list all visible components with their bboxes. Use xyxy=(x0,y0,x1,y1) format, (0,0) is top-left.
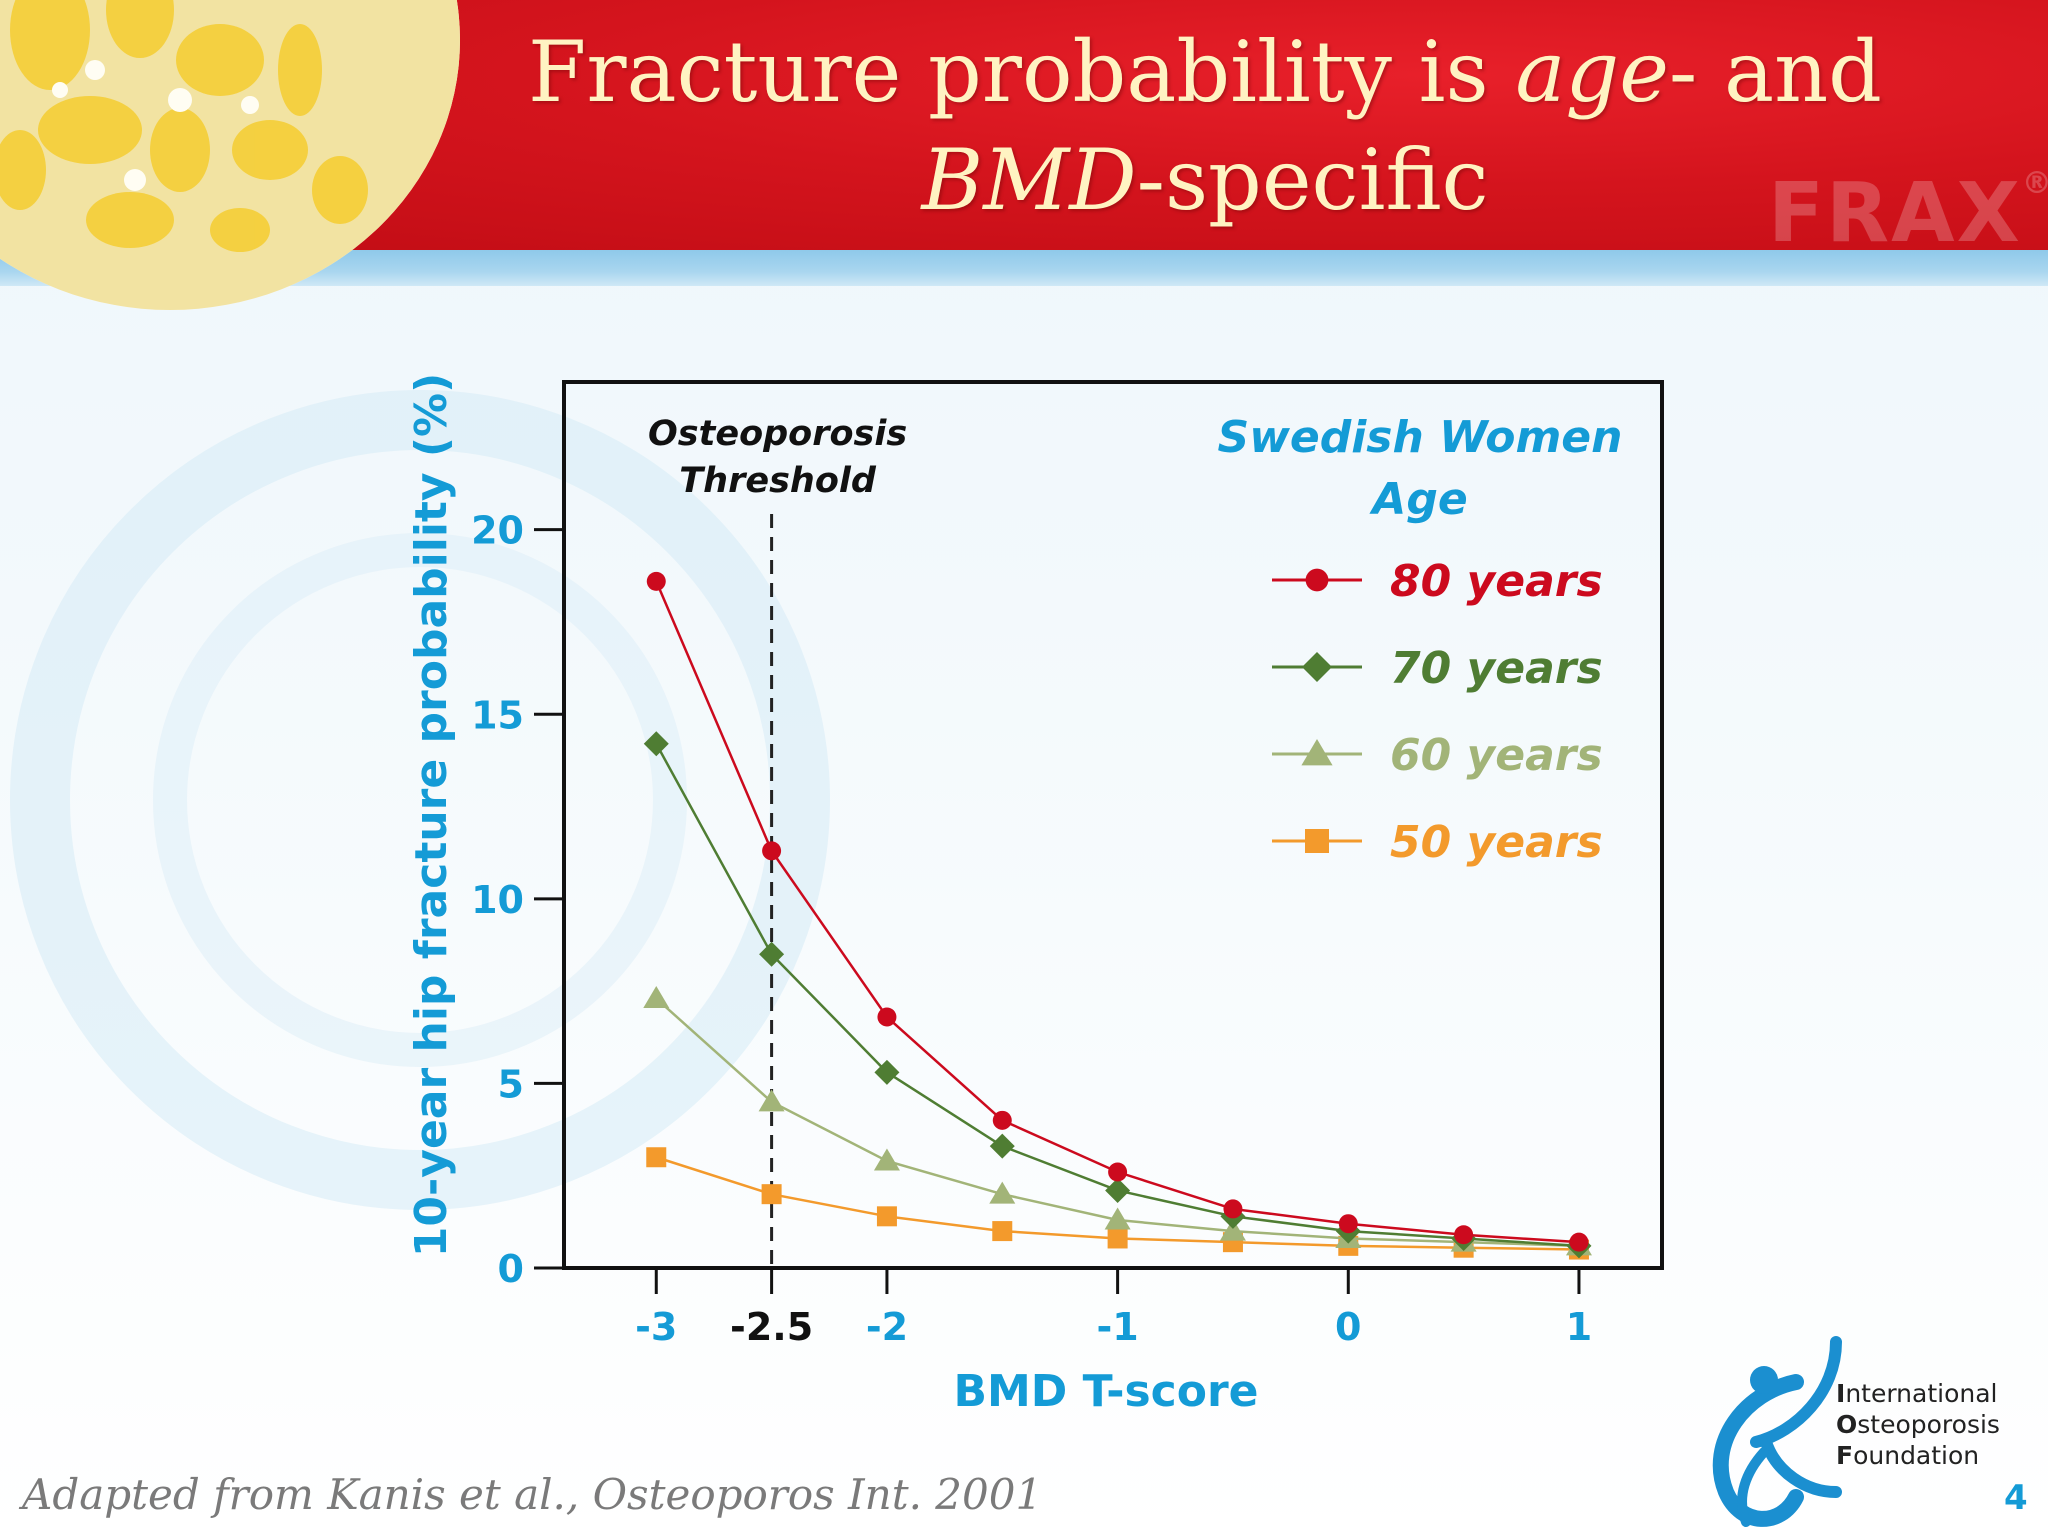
title-line-1: Fracture probability is age- and xyxy=(520,18,1890,126)
logo-word: steoporosis xyxy=(1857,1410,2000,1439)
plot-frame xyxy=(562,380,1664,1270)
data-point xyxy=(646,571,666,591)
legend-label: 80 years xyxy=(1390,556,1603,607)
x-tick-label: -2.5 xyxy=(730,1305,813,1349)
logo-word: oundation xyxy=(1853,1441,1980,1470)
data-point xyxy=(992,1110,1012,1130)
y-axis-title: 10-year hip fracture probability (%) xyxy=(406,373,457,1257)
threshold-label: Threshold xyxy=(679,461,877,501)
iof-logo-icon xyxy=(1712,1336,1842,1527)
logo-line-2: Osteoporosis xyxy=(1836,1409,2000,1440)
data-point xyxy=(761,1184,782,1205)
data-point xyxy=(759,941,785,967)
legend-marker xyxy=(1305,829,1329,853)
data-point xyxy=(874,1059,900,1085)
title-text: Fracture probability is xyxy=(528,23,1516,121)
x-axis-title: BMD T-score xyxy=(953,1366,1258,1417)
background-watermark xyxy=(10,390,830,1210)
page-number: 4 xyxy=(2004,1478,2028,1518)
data-point xyxy=(1454,1225,1474,1245)
legend-label: 70 years xyxy=(1390,643,1603,694)
data-point xyxy=(1338,1214,1358,1234)
series-layer xyxy=(643,571,1592,1260)
legend: Swedish Women Age 80 years 70 years 60 years… xyxy=(1218,412,1623,868)
threshold-annotation: Osteoporosis Threshold xyxy=(648,414,907,1268)
data-point xyxy=(643,986,670,1009)
data-point xyxy=(873,1148,900,1171)
bone-texture-image xyxy=(0,0,460,310)
iof-logo-text: International Osteoporosis Foundation xyxy=(1836,1378,2000,1471)
citation: Adapted from Kanis et al., Osteoporos In… xyxy=(22,1470,1043,1519)
x-tick-label: -3 xyxy=(635,1305,677,1349)
x-tick-label: -1 xyxy=(1097,1305,1139,1349)
data-point xyxy=(1569,1232,1589,1252)
logo-initial: I xyxy=(1836,1379,1846,1408)
data-point xyxy=(1105,1177,1131,1203)
data-point xyxy=(992,1221,1013,1242)
logo-initial: F xyxy=(1836,1441,1854,1470)
frax-text: FRAX xyxy=(1768,166,2022,261)
y-tick-label: 10 xyxy=(471,878,524,922)
y-tick-label: 0 xyxy=(498,1247,524,1291)
series-60-years xyxy=(643,986,1592,1256)
legend-label: 50 years xyxy=(1390,817,1603,868)
data-point xyxy=(643,731,669,757)
y-tick-label: 15 xyxy=(471,693,524,737)
data-point xyxy=(1219,1218,1246,1241)
data-point xyxy=(989,1133,1015,1159)
data-point xyxy=(876,1206,897,1227)
threshold-label: Osteoporosis xyxy=(648,414,907,454)
data-point xyxy=(758,1089,785,1112)
logo-initial: O xyxy=(1836,1410,1858,1439)
y-tick-label: 20 xyxy=(471,509,524,553)
title-italic-age: age xyxy=(1515,23,1669,121)
x-tick-label: 1 xyxy=(1566,1305,1592,1349)
legend-marker xyxy=(1305,568,1329,592)
logo-line-3: Foundation xyxy=(1836,1440,2000,1471)
legend-title: Age xyxy=(1369,474,1467,525)
x-tick-label: 0 xyxy=(1335,1305,1361,1349)
legend-marker xyxy=(1302,652,1332,682)
slide-title: Fracture probability is age- and BMD-spe… xyxy=(520,18,1890,234)
y-tick-label: 5 xyxy=(498,1062,524,1106)
data-point xyxy=(1108,1162,1128,1182)
x-axis: -3 -2.5 -2 -1 0 1 xyxy=(635,1268,1592,1349)
title-text: -specific xyxy=(1136,131,1489,229)
data-point xyxy=(646,1147,667,1168)
legend-marker xyxy=(1301,739,1333,766)
legend-title: Swedish Women xyxy=(1218,412,1623,463)
title-line-2: BMD-specific xyxy=(520,126,1890,234)
data-point xyxy=(762,841,782,861)
x-tick-label: -2 xyxy=(866,1305,908,1349)
title-text: - and xyxy=(1668,23,1882,121)
data-point xyxy=(1223,1199,1243,1219)
data-point xyxy=(989,1181,1016,1204)
data-point xyxy=(1104,1207,1131,1230)
title-italic-bmd: BMD xyxy=(921,131,1137,229)
logo-line-1: International xyxy=(1836,1378,2000,1409)
frax-registered: ® xyxy=(2021,166,2048,201)
series-80-years xyxy=(646,571,1589,1252)
logo-word: nternational xyxy=(1845,1379,1998,1408)
frax-watermark: FRAX® xyxy=(1768,166,2048,261)
y-axis: 0 5 10 15 20 xyxy=(471,509,564,1291)
data-point xyxy=(877,1007,897,1027)
legend-label: 60 years xyxy=(1390,730,1603,781)
data-point xyxy=(1107,1228,1128,1249)
